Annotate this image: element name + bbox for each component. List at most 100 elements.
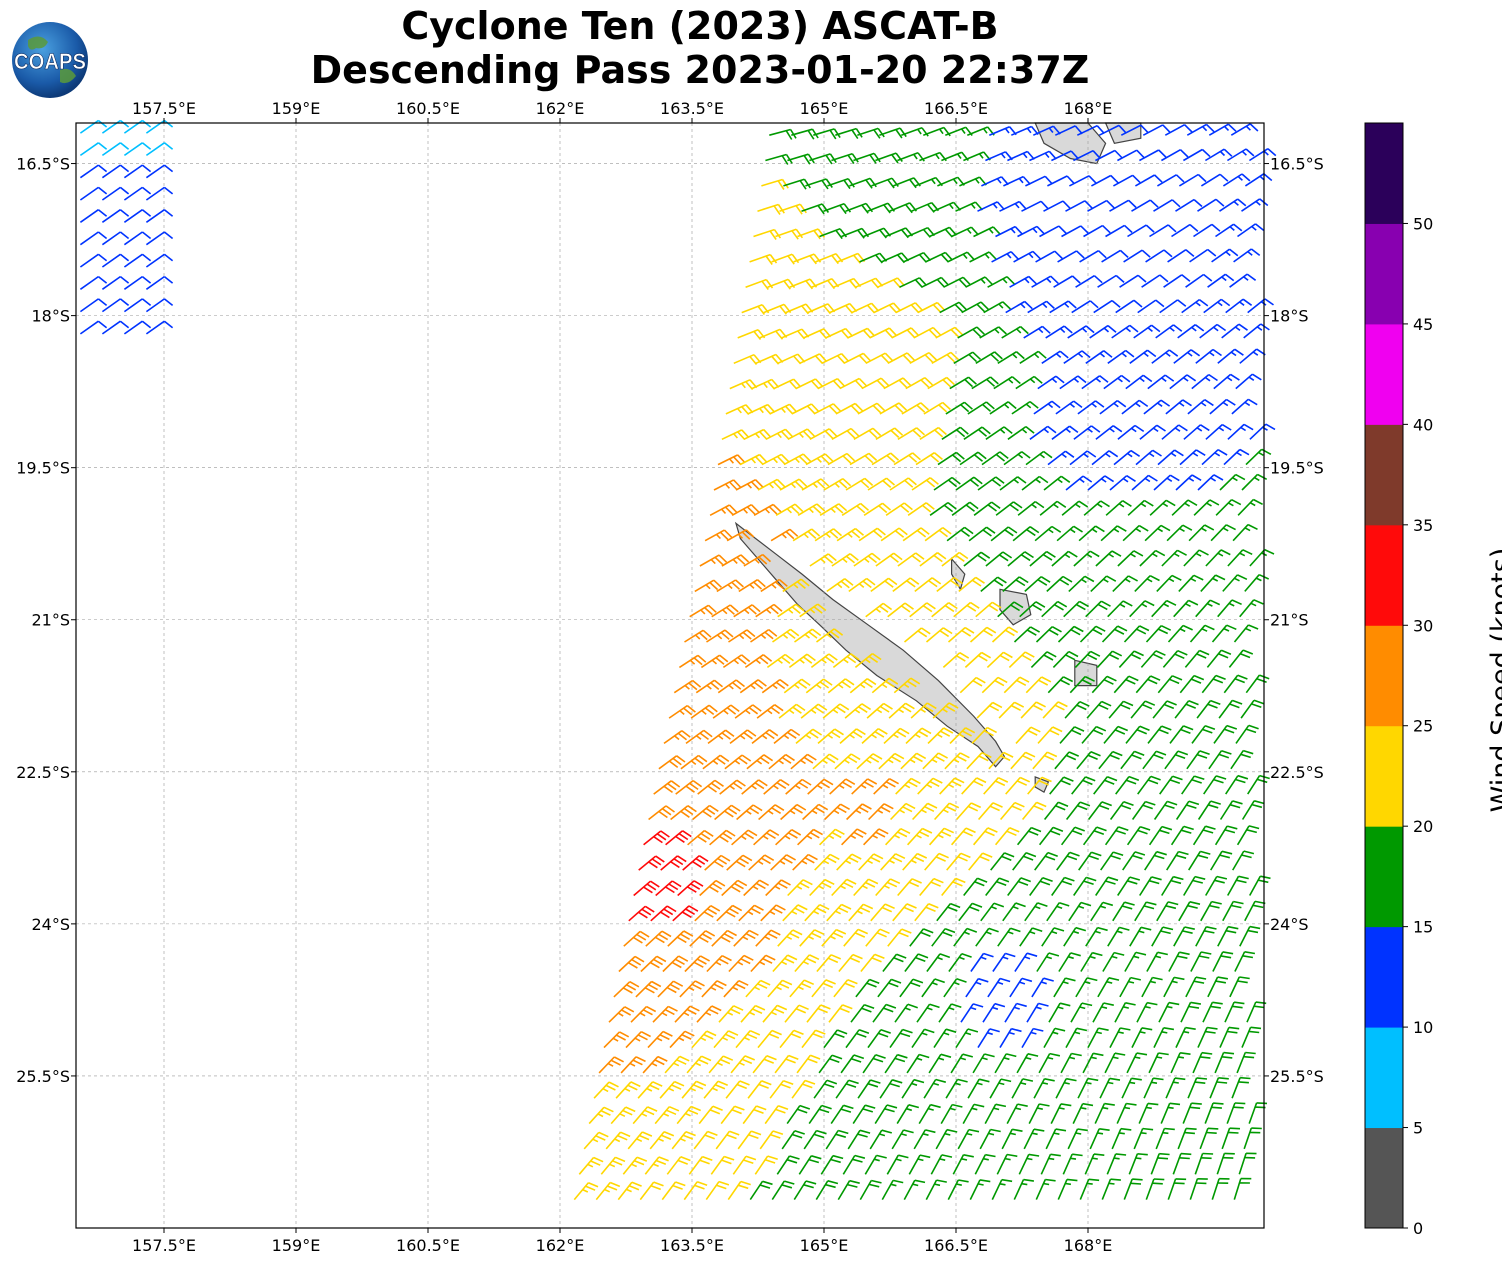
wind-barb [1165,1077,1186,1099]
wind-barb [101,209,130,223]
wind-barb [1134,901,1157,922]
wind-barb [755,603,783,618]
wind-barb [1187,1077,1208,1099]
wind-barb [1151,349,1179,364]
wind-barb [1043,1027,1066,1048]
wind-barb [1223,674,1248,694]
wind-barb [1175,474,1202,491]
wind-barb [1047,450,1075,466]
wind-barb [887,928,912,947]
wind-barb [1041,927,1065,947]
wind-barb [839,377,868,390]
wind-barb [101,320,130,335]
wind-barb [686,1055,712,1074]
wind-barb [1012,526,1040,542]
wind-barb [991,1178,1013,1200]
wind-barb [747,1080,772,1099]
wind-barb [1173,599,1199,618]
wind-barb [865,352,894,365]
wind-barb [990,526,1018,542]
wind-barb [927,727,954,744]
wind-barb [963,551,991,567]
wind-barb [880,527,908,542]
wind-barb [1091,675,1117,694]
wind-barb [640,955,667,973]
wind-barb [903,627,931,643]
wind-barb [993,376,1021,390]
wind-barb [1001,325,1029,339]
wind-barb [697,779,724,795]
x-tick-label-bottom: 165°E [800,1236,849,1255]
wind-barb [1156,174,1185,187]
wind-barb [839,728,866,745]
wind-barb [1028,1103,1050,1124]
wind-barb [1167,624,1193,643]
wind-barb [854,652,882,669]
wind-barb [743,553,772,567]
wind-barb [1175,800,1200,820]
wind-barb [1058,952,1081,972]
wind-barb [719,779,746,795]
wind-barb [941,426,969,440]
wind-barb [1057,1178,1078,1200]
wind-barb [1041,350,1069,364]
wind-barb [1219,1026,1240,1048]
wind-barb [1005,776,1031,795]
wind-barb [1101,249,1129,263]
wind-barb [941,877,966,897]
wind-barb [961,777,987,795]
wind-barb [841,502,870,516]
logo-text: COAPS [14,49,86,74]
wind-barb [890,802,916,821]
wind-barb [766,653,794,669]
wind-barb [1149,224,1177,238]
wind-barb [1136,1001,1158,1023]
wind-barb [1054,125,1083,136]
colorbar-tick-label: 45 [1413,315,1433,334]
wind-barb [628,905,655,922]
wind-barb [726,854,753,871]
wind-barb [1249,423,1276,440]
wind-barb [770,854,796,871]
wind-barb [1109,475,1136,491]
wind-barb [977,476,1005,491]
wind-barb [1078,525,1105,542]
wind-barb [1057,250,1085,263]
x-tick-label-top: 168°E [1064,99,1113,118]
wind-barb [1004,1002,1027,1023]
wind-barb [935,1128,958,1150]
wind-barb [637,1081,663,1099]
wind-barb [814,528,843,542]
wind-barb [1135,174,1163,187]
wind-barb [999,1027,1022,1049]
wind-barb [1218,699,1243,719]
wind-barb [789,979,815,998]
wind-barb [1003,175,1031,187]
wind-barb [1187,399,1214,415]
wind-barb [1235,373,1262,390]
wind-barb [965,276,993,288]
wind-barb [1002,902,1026,922]
wind-barb [1107,926,1130,947]
wind-barb [919,552,947,567]
wind-barb [714,804,741,821]
wind-barb [1061,225,1089,238]
wind-barb [1087,1027,1109,1048]
wind-barb [1105,500,1132,516]
wind-barb [989,401,1017,415]
wind-barb [718,1005,744,1023]
wind-barb [975,601,1002,618]
wind-barb [701,980,727,998]
wind-barb [975,927,999,947]
wind-barb [969,251,997,263]
wind-barb [1117,149,1145,162]
wind-barb [923,1078,947,1099]
wind-barb [877,978,902,998]
wind-barb [101,186,130,201]
wind-barb [731,503,760,517]
wind-barb [1010,125,1039,136]
wind-barb [904,953,929,972]
wind-barb [1016,1053,1039,1074]
wind-barb [892,903,917,922]
colorbar-tick-label: 20 [1413,817,1433,836]
